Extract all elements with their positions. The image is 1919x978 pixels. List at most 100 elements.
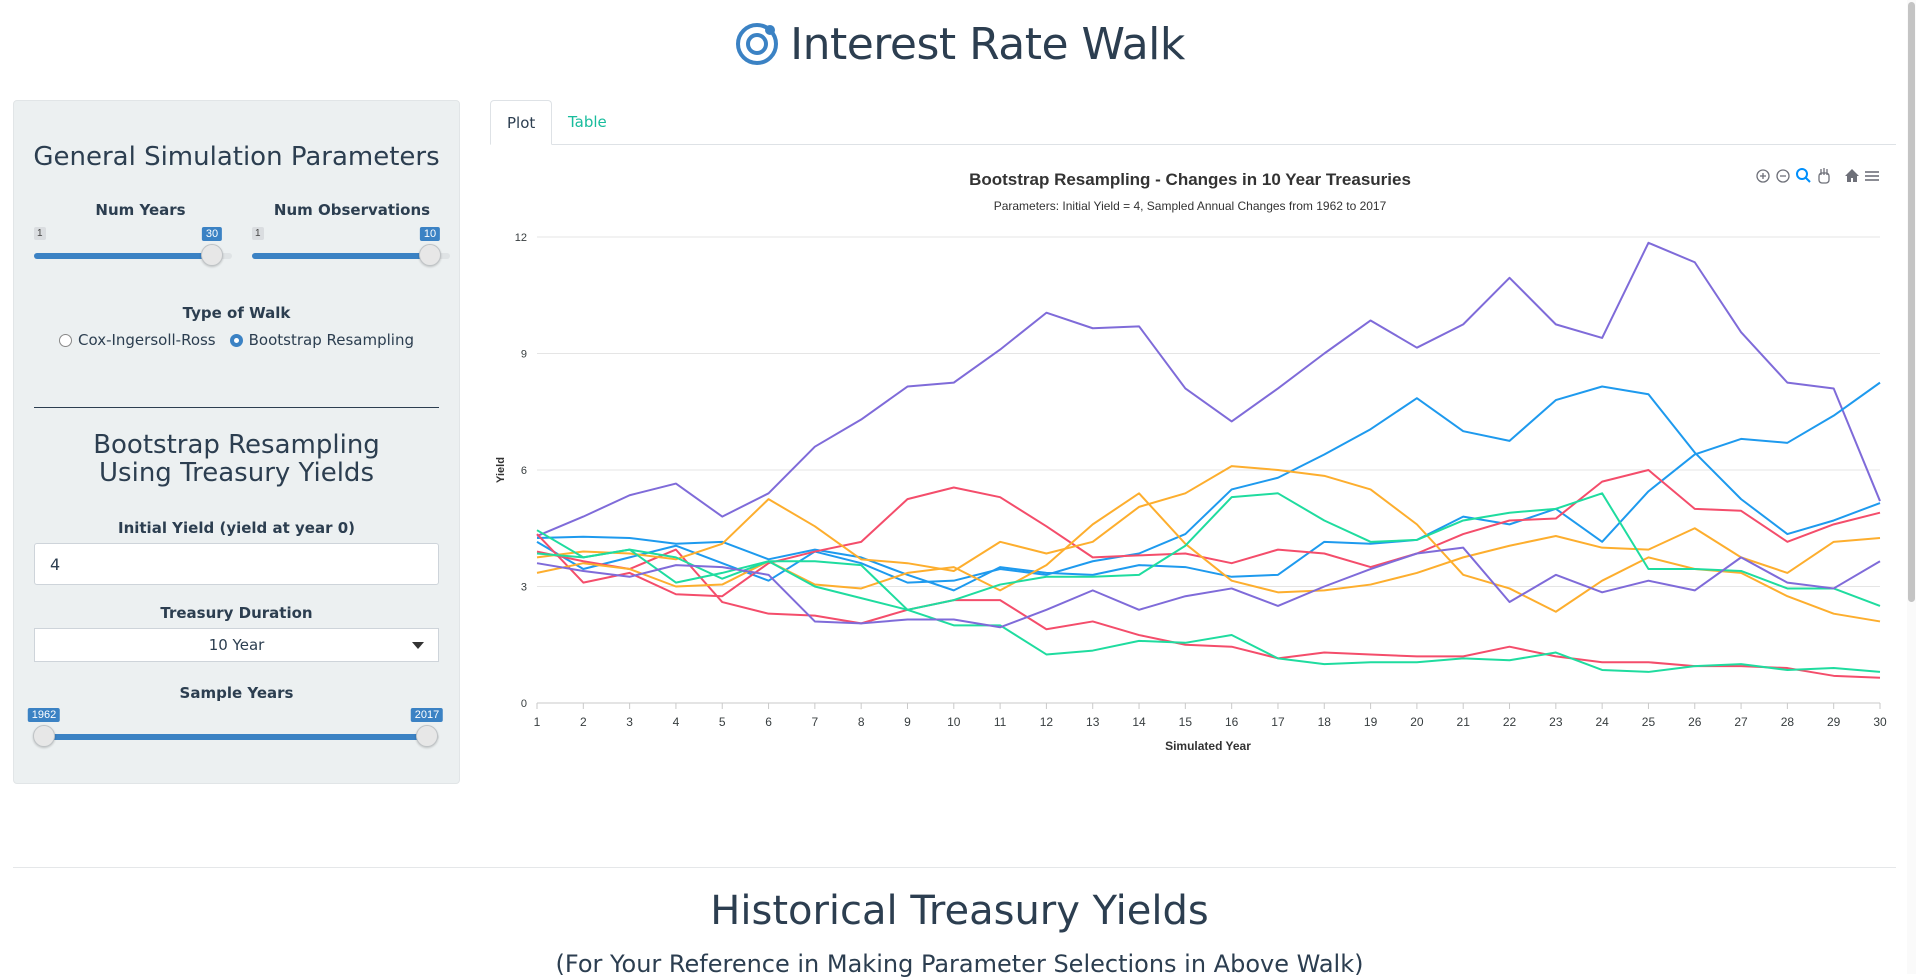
- x-tick-label: 30: [1873, 715, 1887, 729]
- slider-fill: [252, 253, 430, 259]
- y-tick-label: 6: [521, 465, 527, 477]
- num-observations-label: Num Observations: [273, 201, 431, 219]
- slider-fill: [44, 734, 427, 740]
- x-tick-label: 21: [1457, 715, 1471, 729]
- home-icon[interactable]: [1845, 169, 1859, 182]
- slider-from-label: 1962: [27, 708, 61, 722]
- chart-toolbar: [1756, 168, 1879, 184]
- y-tick-label: 0: [521, 698, 527, 710]
- x-tick-label: 22: [1503, 715, 1517, 729]
- initial-yield-input[interactable]: [34, 543, 439, 585]
- series-line-9[interactable]: [536, 492, 1881, 611]
- series-line-2[interactable]: [536, 385, 1881, 584]
- radio-button[interactable]: [59, 333, 72, 347]
- general-params-title: General Simulation Parameters: [33, 142, 440, 172]
- walk-type-label: Type of Walk: [182, 304, 291, 322]
- x-tick-label: 13: [1086, 715, 1100, 729]
- radio-label: Cox-Ingersoll-Ross: [78, 331, 216, 349]
- series-line-8[interactable]: [536, 529, 1881, 673]
- radio-button-selected[interactable]: [229, 333, 243, 347]
- x-tick-label: 9: [904, 715, 911, 729]
- x-tick-label: 4: [673, 715, 680, 729]
- radio-bootstrap-resampling[interactable]: Bootstrap Resampling: [229, 331, 414, 349]
- magnifier-icon[interactable]: [1796, 168, 1811, 183]
- tab-table[interactable]: Table: [568, 113, 607, 131]
- page-title: Interest Rate Walk: [790, 18, 1185, 70]
- radio-label: Bootstrap Resampling: [248, 331, 414, 349]
- x-tick-label: 20: [1410, 715, 1424, 729]
- menu-icon[interactable]: [1865, 171, 1879, 181]
- x-tick-label: 12: [1040, 715, 1054, 729]
- x-tick-label: 11: [994, 715, 1007, 729]
- chart-title: Bootstrap Resampling - Changes in 10 Yea…: [969, 170, 1411, 189]
- slider-handle-to[interactable]: [416, 725, 438, 747]
- series-line-5[interactable]: [536, 548, 1881, 679]
- slider-min-label: 1: [34, 227, 46, 240]
- slider-handle[interactable]: [201, 244, 223, 266]
- num-observations-slider[interactable]: 1 10: [252, 227, 450, 267]
- series-line-4[interactable]: [536, 469, 1881, 598]
- slider-to-label: 2017: [410, 708, 444, 722]
- walk-type-radio-group: Cox-Ingersoll-Ross Bootstrap Resampling: [14, 331, 459, 349]
- series-line-10[interactable]: [536, 546, 1881, 629]
- x-tick-label: 3: [626, 715, 633, 729]
- chart-subtitle: Parameters: Initial Yield = 4, Sampled A…: [994, 199, 1387, 213]
- section-divider: [34, 407, 439, 408]
- x-tick-label: 5: [719, 715, 726, 729]
- slider-value-label: 10: [419, 227, 441, 241]
- chevron-down-icon: [412, 642, 424, 649]
- historical-yields-subtitle: (For Your Reference in Making Parameter …: [555, 950, 1364, 978]
- ionic-logo-icon: [736, 23, 779, 65]
- page-scrollbar[interactable]: [1907, 0, 1916, 974]
- scrollbar-thumb[interactable]: [1908, 2, 1915, 602]
- x-tick-label: 7: [812, 715, 819, 729]
- treasury-duration-label: Treasury Duration: [160, 604, 313, 622]
- sidebar-panel: General Simulation Parameters Num Years …: [13, 100, 460, 784]
- treasury-duration-select[interactable]: 10 Year: [34, 628, 439, 662]
- y-tick-label: 3: [521, 582, 527, 594]
- series-line-7[interactable]: [536, 465, 1881, 623]
- y-axis-label: Yield: [495, 457, 507, 483]
- x-tick-label: 24: [1595, 715, 1609, 729]
- x-tick-label: 27: [1734, 715, 1748, 729]
- yield-line-chart: Bootstrap Resampling - Changes in 10 Yea…: [495, 168, 1887, 753]
- initial-yield-label: Initial Yield (yield at year 0): [117, 519, 356, 537]
- series-line-1[interactable]: [536, 241, 1881, 537]
- slider-handle[interactable]: [419, 244, 441, 266]
- slider-value-label: 30: [201, 227, 223, 241]
- x-tick-label: 17: [1271, 715, 1285, 729]
- zoom-in-icon[interactable]: [1756, 169, 1770, 183]
- zoom-out-icon[interactable]: [1776, 169, 1790, 183]
- sample-years-range-slider[interactable]: 1962 2017: [27, 708, 444, 748]
- x-tick-label: 1: [534, 715, 541, 729]
- x-tick-label: 16: [1225, 715, 1239, 729]
- x-tick-label: 26: [1688, 715, 1702, 729]
- series-line-3[interactable]: [536, 381, 1881, 592]
- slider-handle-from[interactable]: [33, 725, 55, 747]
- sample-years-label: Sample Years: [179, 684, 294, 702]
- x-tick-label: 28: [1781, 715, 1795, 729]
- x-tick-label: 14: [1132, 715, 1146, 729]
- x-tick-label: 23: [1549, 715, 1563, 729]
- radio-cox-ingersoll-ross[interactable]: Cox-Ingersoll-Ross: [59, 331, 216, 349]
- x-tick-label: 19: [1364, 715, 1378, 729]
- pan-icon[interactable]: [1818, 168, 1830, 184]
- tab-plot[interactable]: Plot: [490, 100, 553, 145]
- select-value: 10 Year: [208, 636, 265, 654]
- section-divider: [13, 867, 1896, 868]
- bootstrap-section-title: Bootstrap Resampling Using Treasury Yiel…: [93, 430, 380, 488]
- num-years-label: Num Years: [95, 201, 186, 219]
- x-tick-label: 10: [947, 715, 961, 729]
- slider-fill: [34, 253, 212, 259]
- x-tick-label: 25: [1642, 715, 1656, 729]
- x-tick-label: 2: [580, 715, 587, 729]
- x-tick-label: 6: [765, 715, 772, 729]
- tab-bar: Plot Table: [490, 100, 1896, 145]
- x-tick-label: 8: [858, 715, 865, 729]
- y-tick-label: 9: [521, 349, 527, 361]
- x-tick-label: 29: [1827, 715, 1841, 729]
- num-years-slider[interactable]: 1 30: [34, 227, 232, 267]
- x-tick-label: 18: [1318, 715, 1332, 729]
- historical-yields-title: Historical Treasury Yields: [710, 888, 1209, 934]
- y-tick-label: 12: [515, 232, 527, 244]
